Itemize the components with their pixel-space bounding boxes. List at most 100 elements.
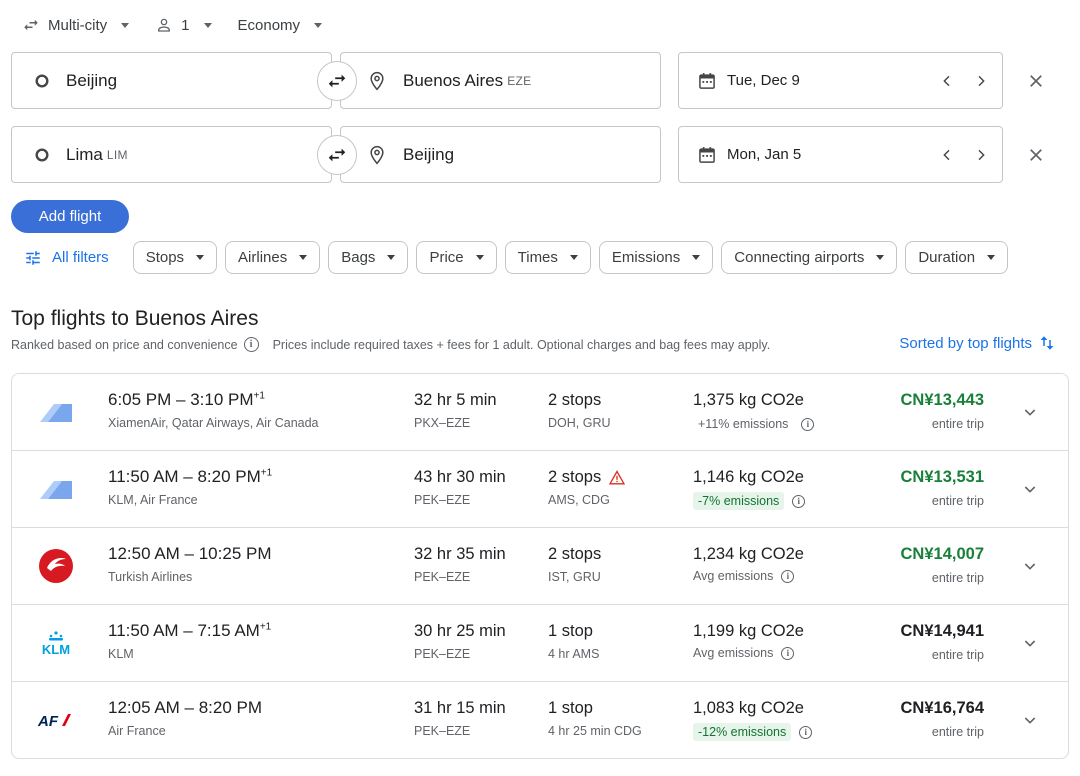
destination-field-1[interactable]: Buenos Aires EZE [340, 52, 661, 109]
price-note: Prices include required taxes + fees for… [272, 337, 771, 352]
flight-result-row[interactable]: KLM 11:50 AM – 7:15 AM+1 KLM 30 hr 25 mi… [12, 605, 1068, 682]
filter-chip-price[interactable]: Price [416, 241, 497, 274]
all-filters-label: All filters [52, 249, 109, 266]
emissions-label: Avg emissions [693, 569, 774, 583]
passengers-select[interactable]: 1 [155, 16, 212, 34]
sort-button[interactable]: Sorted by top flights [899, 333, 1056, 353]
info-icon[interactable]: i [792, 494, 806, 508]
airline-names: KLM [108, 647, 134, 661]
next-date-button[interactable] [968, 68, 994, 94]
chevron-down-icon [1024, 409, 1036, 416]
filter-chip-connecting-airports[interactable]: Connecting airports [721, 241, 898, 274]
previous-date-button[interactable] [934, 142, 960, 168]
add-flight-button[interactable]: Add flight [11, 200, 129, 233]
origin-field-2[interactable]: Lima LIM [11, 126, 332, 183]
location-pin-icon [367, 71, 387, 91]
swap-arrows-icon [24, 19, 38, 31]
caret-down-icon [876, 255, 885, 260]
destination-value: Beijing [403, 144, 455, 164]
flight-times: 12:50 AM – 10:25 PM [108, 544, 272, 563]
flight-route: PEK–EZE [414, 647, 471, 661]
flight-route: PKX–EZE [414, 416, 471, 430]
emissions-info: -12% emissions i [693, 723, 818, 741]
info-icon[interactable]: i [801, 417, 815, 431]
flight-result-row[interactable]: 6:05 PM – 3:10 PM+1 XiamenAir, Qatar Air… [12, 374, 1068, 451]
info-icon[interactable]: i [243, 337, 259, 352]
flight-price: CN¥13,531 [900, 468, 984, 486]
flight-duration: 32 hr 5 min [414, 391, 497, 409]
remove-leg-2-button[interactable] [1023, 142, 1049, 168]
filter-chip-emissions[interactable]: Emissions [598, 241, 714, 274]
filters-bar: All filters Stops Airlines Bags Price Ti… [24, 241, 1016, 274]
co2-amount: 1,234 kg CO2e [693, 545, 804, 563]
date-field-1[interactable]: Tue, Dec 9 [678, 52, 1003, 109]
stop-airports: 4 hr AMS [548, 647, 600, 661]
filter-chip-bags[interactable]: Bags [328, 241, 409, 274]
warning-icon [609, 470, 626, 485]
close-icon [1030, 149, 1042, 161]
origin-circle-icon [32, 145, 52, 165]
flight-duration: 32 hr 35 min [414, 545, 506, 563]
origin-code: LIM [106, 147, 128, 162]
chevron-down-icon [1024, 640, 1036, 647]
swap-button-2[interactable] [317, 135, 357, 175]
price-type: entire trip [931, 648, 984, 662]
info-icon[interactable]: i [799, 725, 813, 739]
info-icon[interactable]: i [781, 646, 795, 660]
caret-down-icon [121, 22, 130, 28]
co2-amount: 1,083 kg CO2e [693, 699, 804, 717]
section-subtitle: Ranked based on price and convenience i … [11, 337, 770, 352]
origin-field-1[interactable]: Beijing [11, 52, 332, 109]
trip-type-select[interactable]: Multi-city [22, 16, 130, 34]
flight-price: CN¥14,007 [900, 545, 984, 563]
swap-button-1[interactable] [317, 61, 357, 101]
expand-details-button[interactable] [1018, 708, 1042, 732]
date-field-2[interactable]: Mon, Jan 5 [678, 126, 1003, 183]
filter-chip-airlines[interactable]: Airlines [225, 241, 321, 274]
ranking-note: Ranked based on price and convenience [11, 337, 238, 352]
flight-times: 6:05 PM – 3:10 PM+1 [108, 390, 265, 409]
tune-sliders-icon [26, 250, 40, 265]
caret-down-icon [196, 255, 205, 260]
previous-date-button[interactable] [934, 68, 960, 94]
flight-price: CN¥16,764 [900, 699, 984, 717]
origin-value: Beijing [66, 70, 118, 90]
chevron-down-icon [1024, 486, 1036, 493]
expand-details-button[interactable] [1018, 631, 1042, 655]
expand-details-button[interactable] [1018, 477, 1042, 501]
swap-arrows-icon [328, 74, 346, 88]
flight-result-row[interactable]: 11:50 AM – 8:20 PM+1 KLM, Air France 43 … [12, 451, 1068, 528]
flight-price: CN¥14,941 [900, 622, 984, 640]
info-icon[interactable]: i [781, 569, 795, 583]
stops-count: 1 stop [548, 699, 593, 717]
destination-field-2[interactable]: Beijing [340, 126, 661, 183]
filter-chip-stops[interactable]: Stops [132, 241, 218, 274]
flight-result-row[interactable]: 12:50 AM – 10:25 PM Turkish Airlines 32 … [12, 528, 1068, 605]
co2-amount: 1,375 kg CO2e [693, 391, 804, 409]
flight-route: PEK–EZE [414, 724, 471, 738]
filter-chip-times[interactable]: Times [504, 241, 591, 274]
next-date-button[interactable] [968, 142, 994, 168]
destination-code: EZE [507, 73, 532, 88]
expand-details-button[interactable] [1018, 400, 1042, 424]
sort-label: Sorted by top flights [899, 334, 1032, 352]
flight-result-row[interactable]: AF 12:05 AM – 8:20 PM Air France 31 hr 1… [12, 682, 1068, 758]
flight-times: 12:05 AM – 8:20 PM [108, 698, 263, 717]
stop-airports: 4 hr 25 min CDG [548, 724, 642, 738]
swap-arrows-icon [328, 148, 346, 162]
air-france-logo: AF [36, 702, 76, 738]
expand-details-button[interactable] [1018, 554, 1042, 578]
origin-circle-icon [32, 71, 52, 91]
remove-leg-1-button[interactable] [1023, 68, 1049, 94]
filter-chip-duration[interactable]: Duration [905, 241, 1009, 274]
all-filters-button[interactable]: All filters [24, 249, 109, 267]
chip-label: Price [429, 249, 464, 266]
flight-results-list: 6:05 PM – 3:10 PM+1 XiamenAir, Qatar Air… [11, 373, 1069, 759]
flight-times: 11:50 AM – 8:20 PM+1 [108, 467, 273, 486]
cabin-class-select[interactable]: Economy [238, 17, 323, 34]
chevron-left-icon [943, 75, 950, 86]
person-icon [158, 18, 171, 32]
flight-route: PEK–EZE [414, 570, 471, 584]
airline-names: Air France [108, 724, 166, 738]
co2-amount: 1,146 kg CO2e [693, 468, 804, 486]
